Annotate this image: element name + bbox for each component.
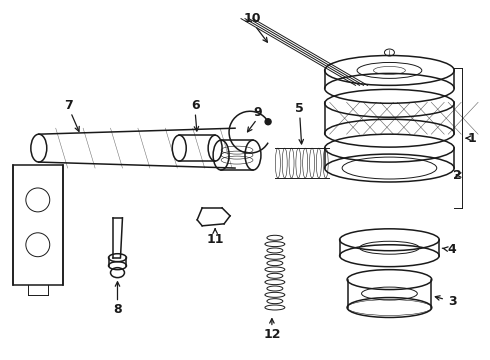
Text: 6: 6	[191, 99, 199, 112]
Text: 4: 4	[442, 243, 457, 256]
Text: 1: 1	[468, 132, 476, 145]
Bar	[13, 165, 63, 285]
Text: 7: 7	[64, 99, 73, 112]
Text: 9: 9	[254, 106, 262, 119]
Text: 11: 11	[206, 233, 224, 246]
Text: 10: 10	[243, 12, 261, 25]
Circle shape	[265, 119, 271, 125]
Text: 2: 2	[453, 168, 462, 181]
Text: 8: 8	[113, 303, 122, 316]
Text: 5: 5	[295, 102, 304, 115]
Text: 12: 12	[263, 328, 281, 341]
Text: 3: 3	[435, 295, 457, 308]
